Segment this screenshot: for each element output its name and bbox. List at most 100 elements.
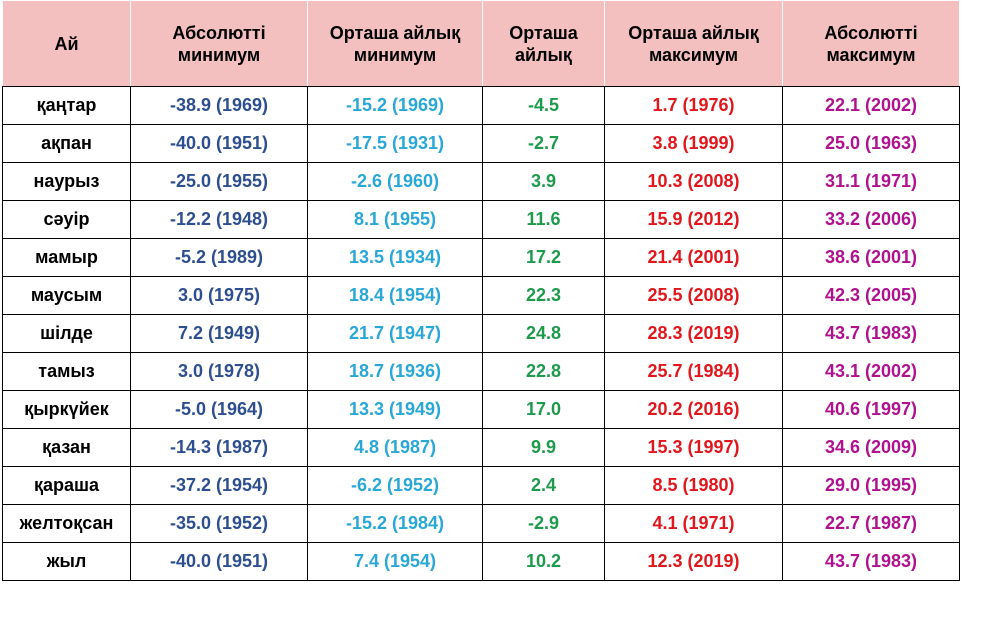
month-cell: сәуір <box>2 200 131 239</box>
month-cell: мамыр <box>2 238 131 277</box>
mean-monthly-cell: 11.6 <box>482 200 605 239</box>
mean-monthly-cell: 22.8 <box>482 352 605 391</box>
absolute-maximum-cell: 33.2 (2006) <box>782 200 960 239</box>
mean-monthly-cell: -4.5 <box>482 86 605 125</box>
absolute-maximum-cell: 31.1 (1971) <box>782 162 960 201</box>
mean-monthly-minimum-cell: -15.2 (1984) <box>307 504 483 543</box>
mean-monthly-maximum-cell: 15.9 (2012) <box>604 200 783 239</box>
mean-monthly-cell: 17.0 <box>482 390 605 429</box>
mean-monthly-minimum-cell: -2.6 (1960) <box>307 162 483 201</box>
mean-monthly-minimum-cell: 8.1 (1955) <box>307 200 483 239</box>
month-cell: ақпан <box>2 124 131 163</box>
absolute-maximum-cell: 25.0 (1963) <box>782 124 960 163</box>
table-row: мамыр -5.2 (1989) 13.5 (1934) 17.2 21.4 (200… <box>2 238 960 277</box>
absolute-maximum-cell: 34.6 (2009) <box>782 428 960 467</box>
mean-monthly-minimum-cell: -6.2 (1952) <box>307 466 483 505</box>
month-cell: тамыз <box>2 352 131 391</box>
table-row: сәуір -12.2 (1948) 8.1 (1955) 11.6 15.9 (201… <box>2 200 960 239</box>
table-row: қыркүйек -5.0 (1964) 13.3 (1949) 17.0 20.2 (… <box>2 390 960 429</box>
mean-monthly-cell: 2.4 <box>482 466 605 505</box>
header-absolute-minimum: Абсолютті минимум <box>130 0 308 87</box>
mean-monthly-cell: 24.8 <box>482 314 605 353</box>
header-mean-monthly: Орташа айлық <box>482 0 605 87</box>
mean-monthly-maximum-cell: 3.8 (1999) <box>604 124 783 163</box>
mean-monthly-maximum-cell: 28.3 (2019) <box>604 314 783 353</box>
mean-monthly-minimum-cell: 13.5 (1934) <box>307 238 483 277</box>
mean-monthly-minimum-cell: 21.7 (1947) <box>307 314 483 353</box>
absolute-minimum-cell: -38.9 (1969) <box>130 86 308 125</box>
table-body: қаңтар -38.9 (1969) -15.2 (1969) -4.5 1.7 (1… <box>2 86 960 581</box>
absolute-maximum-cell: 38.6 (2001) <box>782 238 960 277</box>
table-row: желтоқсан -35.0 (1952) -15.2 (1984) -2.9 4.1… <box>2 504 960 543</box>
mean-monthly-minimum-cell: -17.5 (1931) <box>307 124 483 163</box>
mean-monthly-minimum-cell: 7.4 (1954) <box>307 542 483 581</box>
absolute-minimum-cell: 3.0 (1978) <box>130 352 308 391</box>
month-cell: жыл <box>2 542 131 581</box>
absolute-minimum-cell: -37.2 (1954) <box>130 466 308 505</box>
mean-monthly-maximum-cell: 10.3 (2008) <box>604 162 783 201</box>
absolute-minimum-cell: -5.0 (1964) <box>130 390 308 429</box>
mean-monthly-maximum-cell: 21.4 (2001) <box>604 238 783 277</box>
mean-monthly-minimum-cell: 18.4 (1954) <box>307 276 483 315</box>
table-row: шілде 7.2 (1949) 21.7 (1947) 24.8 28.3 (2019… <box>2 314 960 353</box>
absolute-maximum-cell: 22.7 (1987) <box>782 504 960 543</box>
month-cell: маусым <box>2 276 131 315</box>
absolute-maximum-cell: 40.6 (1997) <box>782 390 960 429</box>
absolute-maximum-cell: 43.7 (1983) <box>782 542 960 581</box>
month-cell: желтоқсан <box>2 504 131 543</box>
header-absolute-maximum: Абсолютті максимум <box>782 0 960 87</box>
mean-monthly-cell: 17.2 <box>482 238 605 277</box>
table-row: қазан -14.3 (1987) 4.8 (1987) 9.9 15.3 (1997… <box>2 428 960 467</box>
absolute-minimum-cell: 3.0 (1975) <box>130 276 308 315</box>
mean-monthly-maximum-cell: 12.3 (2019) <box>604 542 783 581</box>
month-cell: қазан <box>2 428 131 467</box>
absolute-maximum-cell: 22.1 (2002) <box>782 86 960 125</box>
absolute-minimum-cell: -12.2 (1948) <box>130 200 308 239</box>
absolute-maximum-cell: 29.0 (1995) <box>782 466 960 505</box>
table-row: тамыз 3.0 (1978) 18.7 (1936) 22.8 25.7 (1984… <box>2 352 960 391</box>
table-row: маусым 3.0 (1975) 18.4 (1954) 22.3 25.5 (200… <box>2 276 960 315</box>
table-row: қараша -37.2 (1954) -6.2 (1952) 2.4 8.5 (198… <box>2 466 960 505</box>
mean-monthly-maximum-cell: 8.5 (1980) <box>604 466 783 505</box>
absolute-maximum-cell: 42.3 (2005) <box>782 276 960 315</box>
month-cell: шілде <box>2 314 131 353</box>
mean-monthly-maximum-cell: 25.5 (2008) <box>604 276 783 315</box>
header-month: Ай <box>2 0 131 87</box>
mean-monthly-minimum-cell: 13.3 (1949) <box>307 390 483 429</box>
absolute-minimum-cell: 7.2 (1949) <box>130 314 308 353</box>
mean-monthly-minimum-cell: 4.8 (1987) <box>307 428 483 467</box>
month-cell: қараша <box>2 466 131 505</box>
mean-monthly-maximum-cell: 25.7 (1984) <box>604 352 783 391</box>
header-mean-monthly-maximum: Орташа айлық максимум <box>604 0 783 87</box>
absolute-minimum-cell: -40.0 (1951) <box>130 124 308 163</box>
mean-monthly-cell: 9.9 <box>482 428 605 467</box>
month-cell: қыркүйек <box>2 390 131 429</box>
absolute-maximum-cell: 43.7 (1983) <box>782 314 960 353</box>
absolute-maximum-cell: 43.1 (2002) <box>782 352 960 391</box>
mean-monthly-cell: 10.2 <box>482 542 605 581</box>
mean-monthly-maximum-cell: 15.3 (1997) <box>604 428 783 467</box>
mean-monthly-cell: 22.3 <box>482 276 605 315</box>
climate-table: Ай Абсолютті минимум Орташа айлық миниму… <box>2 0 960 581</box>
table-row: қаңтар -38.9 (1969) -15.2 (1969) -4.5 1.7 (1… <box>2 86 960 125</box>
mean-monthly-cell: -2.7 <box>482 124 605 163</box>
mean-monthly-cell: 3.9 <box>482 162 605 201</box>
table-row: ақпан -40.0 (1951) -17.5 (1931) -2.7 3.8 (19… <box>2 124 960 163</box>
month-cell: наурыз <box>2 162 131 201</box>
table-row: наурыз -25.0 (1955) -2.6 (1960) 3.9 10.3 (20… <box>2 162 960 201</box>
mean-monthly-maximum-cell: 4.1 (1971) <box>604 504 783 543</box>
absolute-minimum-cell: -25.0 (1955) <box>130 162 308 201</box>
month-cell: қаңтар <box>2 86 131 125</box>
table-row: жыл -40.0 (1951) 7.4 (1954) 10.2 12.3 (2019)… <box>2 542 960 581</box>
absolute-minimum-cell: -5.2 (1989) <box>130 238 308 277</box>
mean-monthly-cell: -2.9 <box>482 504 605 543</box>
mean-monthly-maximum-cell: 20.2 (2016) <box>604 390 783 429</box>
header-row: Ай Абсолютті минимум Орташа айлық миниму… <box>2 0 960 87</box>
mean-monthly-minimum-cell: -15.2 (1969) <box>307 86 483 125</box>
absolute-minimum-cell: -40.0 (1951) <box>130 542 308 581</box>
mean-monthly-minimum-cell: 18.7 (1936) <box>307 352 483 391</box>
header-mean-monthly-minimum: Орташа айлық минимум <box>307 0 483 87</box>
mean-monthly-maximum-cell: 1.7 (1976) <box>604 86 783 125</box>
absolute-minimum-cell: -35.0 (1952) <box>130 504 308 543</box>
absolute-minimum-cell: -14.3 (1987) <box>130 428 308 467</box>
